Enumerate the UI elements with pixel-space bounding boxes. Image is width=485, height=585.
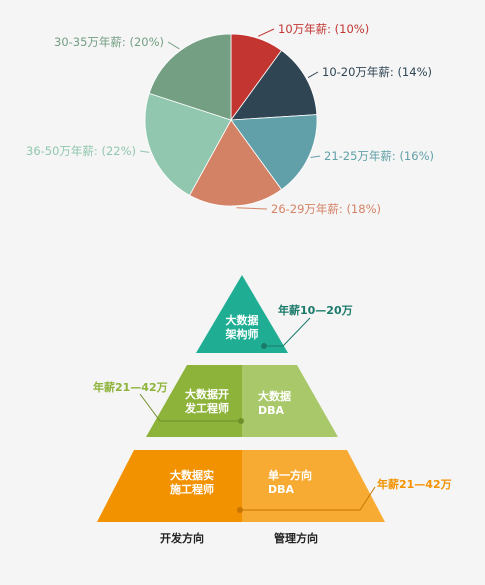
- pyramid-middle-right: [242, 365, 338, 437]
- pie-slice-label: 21-25万年薪: (16%): [324, 149, 434, 163]
- top-tier-line2: 架构师: [225, 327, 259, 341]
- pie-leader-line: [307, 71, 319, 79]
- axis-left-label: 开发方向: [160, 531, 204, 545]
- pie-slice-label: 10万年薪: (10%): [278, 22, 369, 36]
- pie-slice-label: 30-35万年薪: (20%): [54, 35, 164, 49]
- pie-slice: [189, 119, 283, 207]
- pie-slice: [230, 49, 318, 121]
- bottom-right-line2: DBA: [268, 483, 295, 496]
- bottom-left-line2: 施工程师: [170, 482, 214, 496]
- middle-left-line1: 大数据开: [185, 387, 229, 401]
- pyramid-middle-left: [146, 365, 242, 437]
- pie-leader-line: [236, 207, 268, 210]
- top-salary-leader: [264, 317, 311, 347]
- pyramid-bottom-left: [97, 450, 242, 522]
- top-salary-label: 年薪10—20万: [278, 303, 353, 317]
- pie-leader-line: [167, 41, 180, 50]
- pyramid-top-tier: [196, 275, 288, 353]
- top-tier-line1: 大数据: [226, 313, 259, 327]
- middle-salary-label: 年薪21—42万: [93, 380, 168, 394]
- pie-leader-line: [310, 155, 321, 158]
- bottom-left-line1: 大数据实: [170, 468, 214, 482]
- pie-slice-label: 10-20万年薪: (14%): [322, 65, 432, 79]
- middle-right-line2: DBA: [258, 404, 285, 417]
- bottom-salary-label: 年薪21—42万: [377, 477, 452, 491]
- middle-right-line1: 大数据: [258, 389, 291, 403]
- pie-slice-label: 36-50万年薪: (22%): [26, 144, 136, 158]
- pie-slice: [148, 33, 232, 121]
- middle-salary-leader: [139, 393, 241, 422]
- bottom-right-line1: 单一方向: [268, 468, 312, 482]
- bottom-salary-leader: [240, 486, 376, 511]
- pie-slice: [230, 114, 318, 191]
- axis-right-label: 管理方向: [274, 531, 318, 545]
- salary-pie-chart: 10万年薪: (10%) 10-20万年薪: (14%) 21-25万年薪: (16…: [26, 22, 434, 216]
- pie-leader-line: [257, 28, 275, 37]
- pie-slice-label: 26-29万年薪: (18%): [271, 202, 381, 216]
- middle-left-line2: 发工程师: [184, 401, 229, 415]
- pie-slice: [144, 92, 232, 196]
- pie-leader-line: [139, 150, 150, 153]
- pyramid-bottom-right: [242, 450, 385, 522]
